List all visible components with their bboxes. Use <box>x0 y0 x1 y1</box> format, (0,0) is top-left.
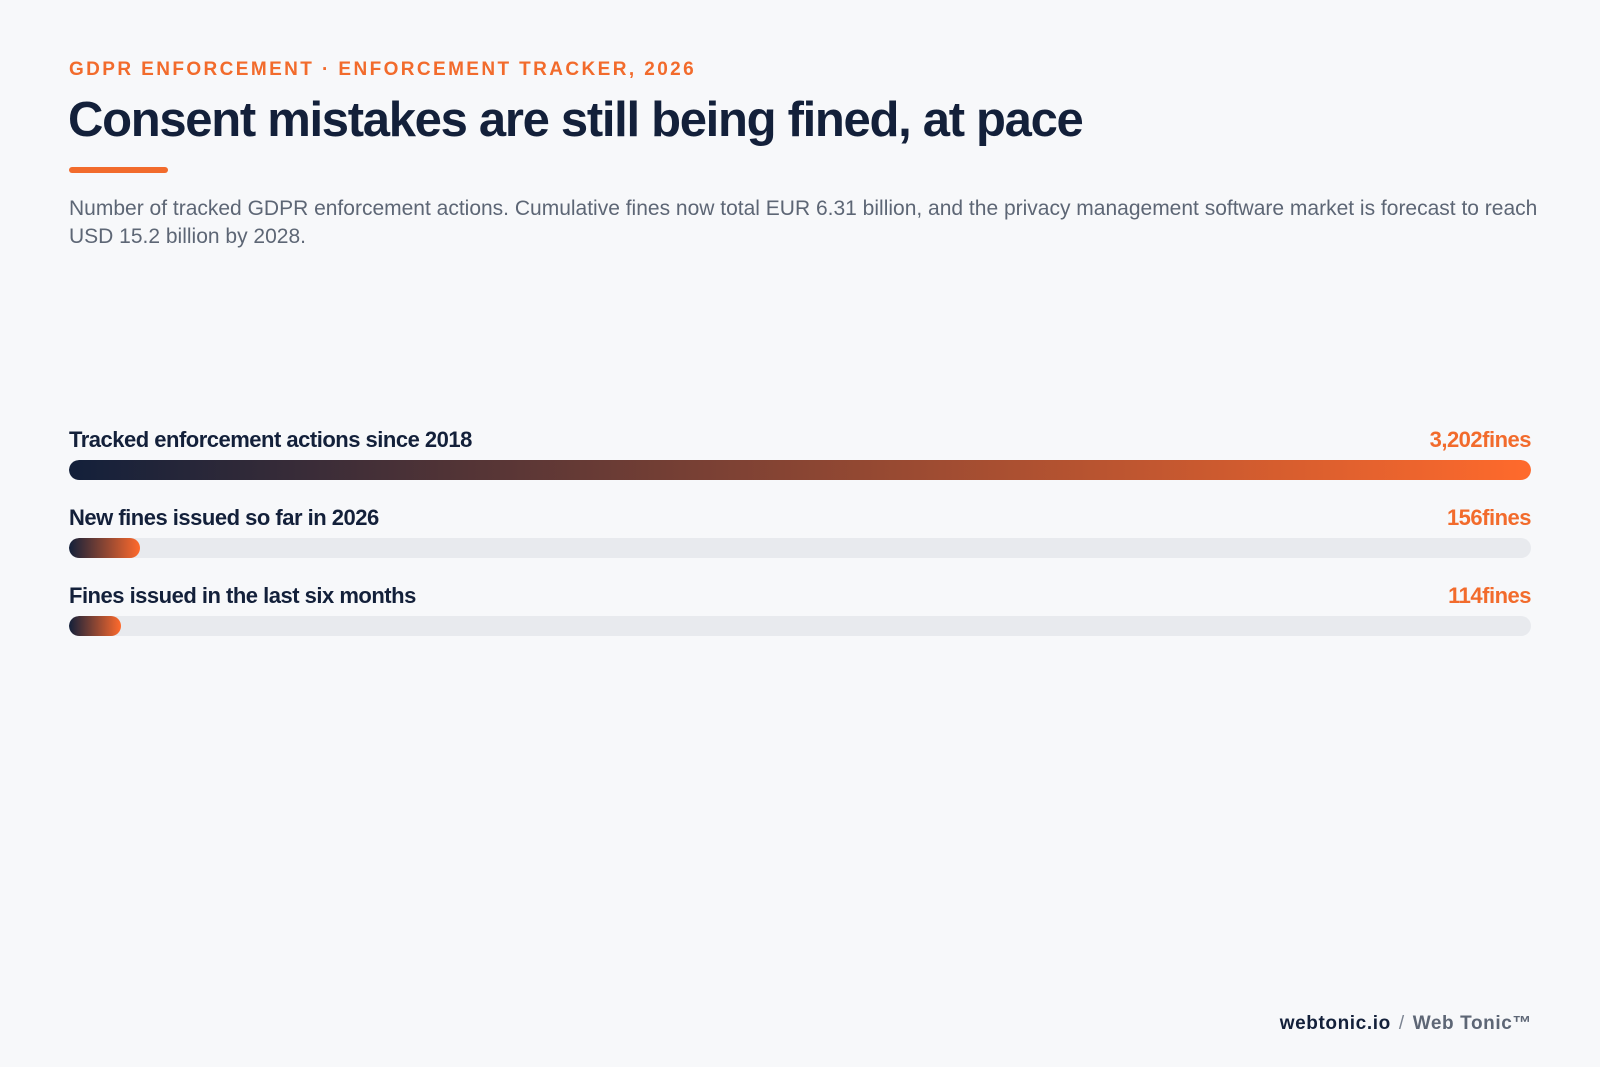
bar-row-header: New fines issued so far in 2026 156fines <box>69 505 1532 538</box>
bar-row-header: Fines issued in the last six months 114fi… <box>69 583 1531 616</box>
value-label: 156fines <box>1446 505 1532 530</box>
footer-domain: webtonic.io <box>1279 1013 1391 1034</box>
title-accent-rule <box>69 167 168 173</box>
page-title: Consent mistakes are still being fined, … <box>68 93 1084 147</box>
bar-chart: Tracked enforcement actions since 2018 3,… <box>69 427 1532 661</box>
bar <box>69 538 141 558</box>
bar-row: New fines issued so far in 2026 156fines <box>69 505 1532 583</box>
chart-subtitle: Number of tracked GDPR enforcement actio… <box>69 197 1538 248</box>
category-label: Tracked enforcement actions since 2018 <box>69 427 472 452</box>
category-label: New fines issued so far in 2026 <box>69 505 379 530</box>
value-label: 3,202fines <box>1429 427 1532 452</box>
bar-row: Tracked enforcement actions since 2018 3,… <box>69 427 1532 505</box>
bar-track <box>69 538 1531 558</box>
value-label: 114fines <box>1448 583 1531 608</box>
bar-row-header: Tracked enforcement actions since 2018 3,… <box>69 427 1532 460</box>
footer-brand: Web Tonic™ <box>1412 1013 1532 1034</box>
bar <box>69 460 1531 480</box>
bar <box>69 616 122 636</box>
bar-track <box>69 460 1531 480</box>
footer-separator: / <box>1398 1013 1405 1034</box>
category-label: Fines issued in the last six months <box>69 583 416 608</box>
bar-track <box>69 616 1531 636</box>
footer-credit: webtonic.io / Web Tonic™ <box>1280 1013 1532 1035</box>
eyebrow-label: GDPR ENFORCEMENT · ENFORCEMENT TRACKER, … <box>69 59 697 80</box>
bar-row: Fines issued in the last six months 114fi… <box>69 583 1531 661</box>
